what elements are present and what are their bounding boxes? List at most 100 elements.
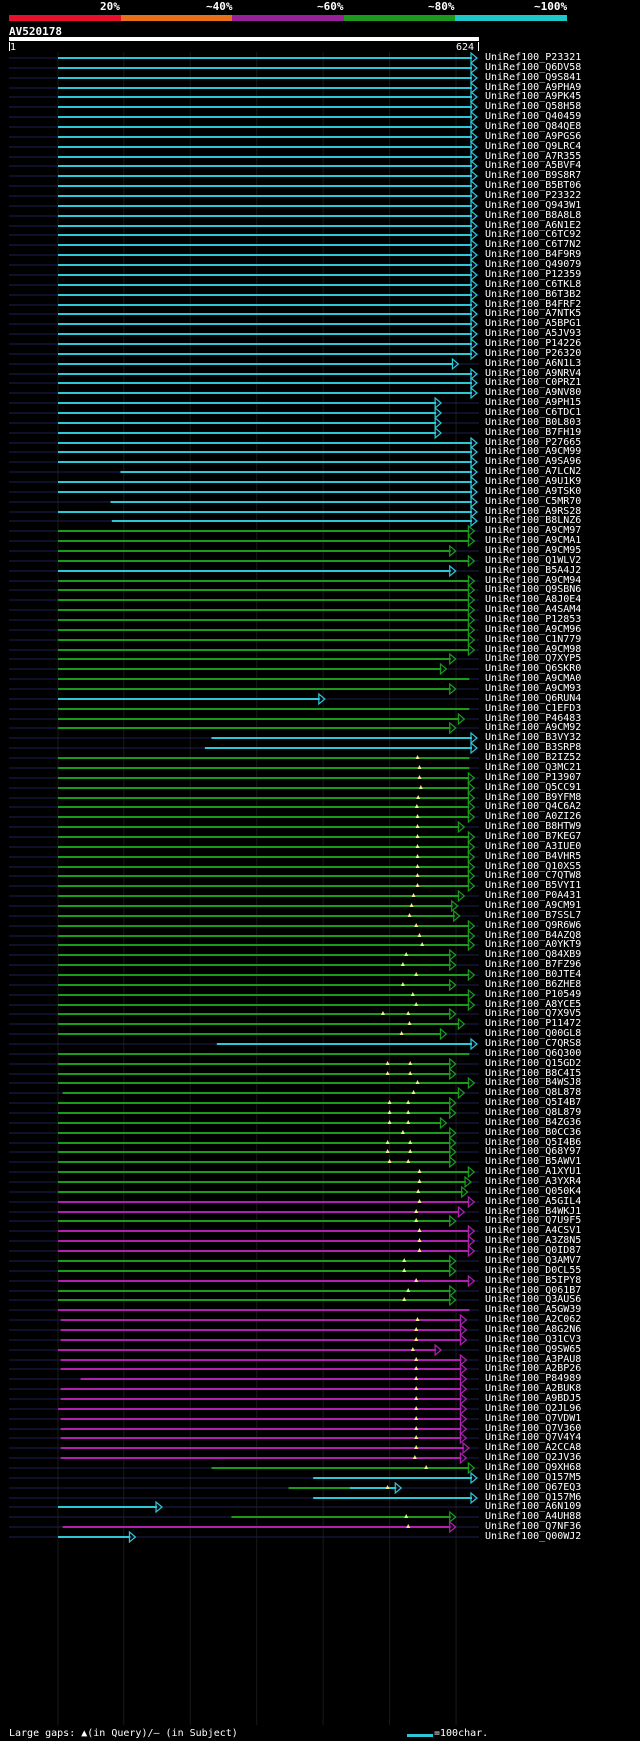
hit-label[interactable]: UniRef100_B7FZ96 [485,959,582,970]
hit-label[interactable]: UniRef100_A9CM91 [485,900,582,911]
hit-label[interactable]: UniRef100_Q84QE8 [485,121,582,132]
hit-label[interactable]: UniRef100_P13907 [485,772,582,783]
hit-label[interactable]: UniRef100_Q1WLV2 [485,555,582,566]
hit-label[interactable]: UniRef100_A8YCE5 [485,999,582,1010]
hit-label[interactable]: UniRef100_A9CM96 [485,624,582,635]
hit-label[interactable]: UniRef100_A2BUK8 [485,1383,582,1394]
hit-label[interactable]: UniRef100_A9TSK0 [485,486,582,497]
hit-label[interactable]: UniRef100_A9CM93 [485,683,582,694]
hit-label[interactable]: UniRef100_Q157M5 [485,1472,582,1483]
hit-label[interactable]: UniRef100_Q9SBN6 [485,584,582,595]
hit-label[interactable]: UniRef100_Q49079 [485,259,582,270]
hit-label[interactable]: UniRef100_Q3AUS6 [485,1294,582,1305]
hit-label[interactable]: UniRef100_A9CMA0 [485,673,582,684]
hit-label[interactable]: UniRef100_C1EFD3 [485,703,582,714]
hit-label[interactable]: UniRef100_A6N1E2 [485,220,582,231]
hit-label[interactable]: UniRef100_A9CM95 [485,545,582,556]
hit-label[interactable]: UniRef100_Q9S841 [485,72,582,83]
hit-label[interactable]: UniRef100_A5GW39 [485,1304,582,1315]
hit-label[interactable]: UniRef100_P84989 [485,1373,582,1384]
hit-label[interactable]: UniRef100_A9CM97 [485,525,582,536]
hit-label[interactable]: UniRef100_B4WKJ1 [485,1206,582,1217]
hit-label[interactable]: UniRef100_A9NRV4 [485,368,582,379]
hit-label[interactable]: UniRef100_B8A8L8 [485,210,582,221]
hit-label[interactable]: UniRef100_B2IZ52 [485,752,582,763]
hit-label[interactable]: UniRef100_B3VY32 [485,732,582,743]
hit-label[interactable]: UniRef100_A9PH15 [485,397,582,408]
hit-label[interactable]: UniRef100_B0L803 [485,417,582,428]
hit-label[interactable]: UniRef100_A0ZI26 [485,811,582,822]
hit-label[interactable]: UniRef100_Q8L878 [485,1087,582,1098]
hit-label[interactable]: UniRef100_Q7V360 [485,1423,582,1434]
hit-label[interactable]: UniRef100_B8C4I5 [485,1068,582,1079]
hit-label[interactable]: UniRef100_P46483 [485,713,582,724]
hit-label[interactable]: UniRef100_C6T7N2 [485,239,582,250]
hit-label[interactable]: UniRef100_B9YFM8 [485,792,582,803]
hit-label[interactable]: UniRef100_A5BPG1 [485,318,582,329]
hit-label[interactable]: UniRef100_A3YXR4 [485,1176,582,1187]
hit-label[interactable]: UniRef100_Q9XH68 [485,1462,582,1473]
hit-label[interactable]: UniRef100_Q5CC91 [485,782,582,793]
hit-label[interactable]: UniRef100_Q2JV36 [485,1452,582,1463]
hit-label[interactable]: UniRef100_Q6SKR0 [485,663,582,674]
hit-label[interactable]: UniRef100_Q5I4B6 [485,1137,582,1148]
hit-label[interactable]: UniRef100_A8J0E4 [485,594,582,605]
hit-label[interactable]: UniRef100_Q8L879 [485,1107,582,1118]
hit-label[interactable]: UniRef100_B5BT06 [485,180,582,191]
hit-label[interactable]: UniRef100_A3PAU8 [485,1354,582,1365]
hit-label[interactable]: UniRef100_P27665 [485,437,582,448]
hit-label[interactable]: UniRef100_Q9LRC4 [485,141,582,152]
hit-label[interactable]: UniRef100_A5JV93 [485,328,582,339]
hit-label[interactable]: UniRef100_B8LNZ6 [485,515,582,526]
hit-label[interactable]: UniRef100_A0YKT9 [485,939,582,950]
hit-label[interactable]: UniRef100_Q00WJ2 [485,1531,582,1542]
hit-label[interactable]: UniRef100_Q68Y97 [485,1146,582,1157]
hit-label[interactable]: UniRef100_C0PRZ1 [485,377,582,388]
hit-label[interactable]: UniRef100_A3IUE0 [485,841,582,852]
hit-label[interactable]: UniRef100_B9S8R7 [485,170,582,181]
hit-label[interactable]: UniRef100_Q6Q300 [485,1048,582,1059]
hit-label[interactable]: UniRef100_A9CM94 [485,575,582,586]
hit-label[interactable]: UniRef100_A7LCN2 [485,466,582,477]
hit-label[interactable]: UniRef100_A5BVF4 [485,160,582,171]
hit-label[interactable]: UniRef100_Q9SW65 [485,1344,582,1355]
hit-label[interactable]: UniRef100_A9PGS6 [485,131,582,142]
hit-label[interactable]: UniRef100_A4UH88 [485,1511,582,1522]
hit-label[interactable]: UniRef100_B4ZG36 [485,1117,582,1128]
hit-label[interactable]: UniRef100_B5AWV1 [485,1156,582,1167]
hit-label[interactable]: UniRef100_P23322 [485,190,582,201]
hit-label[interactable]: UniRef100_A9CM92 [485,722,582,733]
hit-label[interactable]: UniRef100_C6TKL8 [485,279,582,290]
hit-label[interactable]: UniRef100_Q9R6W6 [485,920,582,931]
hit-label[interactable]: UniRef100_B5IPY8 [485,1275,582,1286]
hit-label[interactable]: UniRef100_P26320 [485,348,582,359]
hit-label[interactable]: UniRef100_Q6DV58 [485,62,582,73]
hit-label[interactable]: UniRef100_A9CM99 [485,446,582,457]
hit-label[interactable]: UniRef100_A7NTK5 [485,308,582,319]
hit-label[interactable]: UniRef100_A9NV80 [485,387,582,398]
hit-label[interactable]: UniRef100_B0JTE4 [485,969,582,980]
hit-label[interactable]: UniRef100_Q84XB9 [485,949,582,960]
hit-label[interactable]: UniRef100_C7QRS8 [485,1038,582,1049]
hit-label[interactable]: UniRef100_Q3AMV7 [485,1255,582,1266]
hit-label[interactable]: UniRef100_P12853 [485,614,582,625]
hit-label[interactable]: UniRef100_A9PK45 [485,91,582,102]
hit-label[interactable]: UniRef100_Q6RUN4 [485,693,582,704]
hit-label[interactable]: UniRef100_Q050K4 [485,1186,582,1197]
hit-label[interactable]: UniRef100_C7QTW8 [485,870,582,881]
hit-label[interactable]: UniRef100_A6N1L3 [485,358,582,369]
hit-label[interactable]: UniRef100_A9BDJ5 [485,1393,582,1404]
hit-label[interactable]: UniRef100_Q7XYP5 [485,653,582,664]
hit-label[interactable]: UniRef100_B5VYI1 [485,880,582,891]
hit-label[interactable]: UniRef100_B4VHR5 [485,851,582,862]
hit-label[interactable]: UniRef100_P23321 [485,52,582,63]
hit-label[interactable]: UniRef100_A9CM98 [485,644,582,655]
hit-label[interactable]: UniRef100_Q00GL8 [485,1028,582,1039]
hit-label[interactable]: UniRef100_A9U1K9 [485,476,582,487]
hit-label[interactable]: UniRef100_P12359 [485,269,582,280]
hit-label[interactable]: UniRef100_A5GIL4 [485,1196,582,1207]
hit-label[interactable]: UniRef100_B4AZQ8 [485,930,582,941]
hit-label[interactable]: UniRef100_Q15GD2 [485,1058,582,1069]
hit-label[interactable]: UniRef100_B4F9R9 [485,249,582,260]
hit-label[interactable]: UniRef100_Q10XS5 [485,861,582,872]
